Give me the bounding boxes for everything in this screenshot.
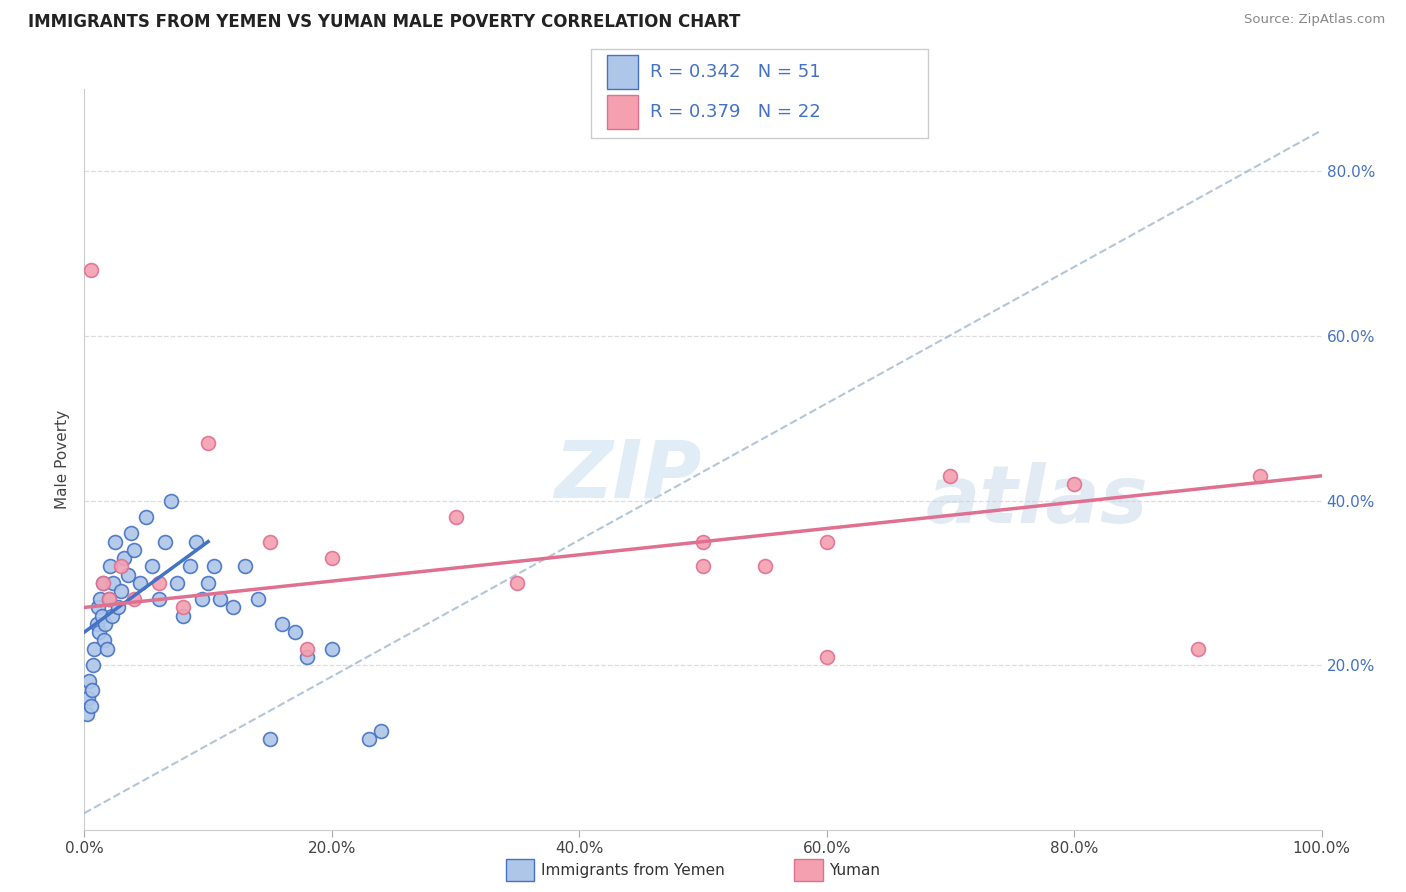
Point	[148, 575, 170, 590]
Point	[83, 641, 105, 656]
Point	[79, 263, 101, 277]
Point	[815, 649, 838, 664]
Point	[91, 575, 114, 590]
Text: atlas: atlas	[925, 461, 1149, 540]
Point	[91, 575, 114, 590]
Point	[98, 592, 121, 607]
Point	[506, 575, 529, 590]
Point	[117, 567, 139, 582]
Point	[110, 584, 132, 599]
Point	[100, 608, 122, 623]
Point	[89, 592, 111, 607]
Point	[107, 600, 129, 615]
Text: Yuman: Yuman	[830, 863, 880, 878]
Point	[259, 732, 281, 747]
Point	[101, 575, 124, 590]
Point	[209, 592, 232, 607]
Point	[110, 559, 132, 574]
Point	[202, 559, 225, 574]
Point	[76, 707, 98, 722]
Text: R = 0.379   N = 22: R = 0.379 N = 22	[650, 103, 820, 121]
Point	[122, 592, 145, 607]
Point	[222, 600, 245, 615]
Point	[939, 468, 962, 483]
Point	[179, 559, 201, 574]
Point	[1063, 477, 1085, 491]
Point	[271, 616, 294, 631]
Point	[79, 699, 101, 714]
Point	[259, 534, 281, 549]
Point	[122, 542, 145, 557]
Point	[86, 616, 108, 631]
Point	[357, 732, 380, 747]
Point	[79, 674, 101, 689]
Point	[135, 510, 157, 524]
Point	[246, 592, 269, 607]
Point	[172, 600, 194, 615]
Point	[148, 592, 170, 607]
Point	[112, 551, 135, 566]
Point	[284, 625, 307, 640]
Point	[191, 592, 214, 607]
Point	[77, 690, 100, 705]
Point	[80, 682, 103, 697]
Point	[104, 534, 127, 549]
Point	[98, 559, 121, 574]
Point	[98, 592, 121, 607]
Text: ZIP: ZIP	[554, 437, 702, 515]
Point	[141, 559, 163, 574]
Text: R = 0.342   N = 51: R = 0.342 N = 51	[650, 63, 820, 81]
Y-axis label: Male Poverty: Male Poverty	[55, 409, 70, 509]
Point	[321, 641, 343, 656]
Point	[321, 551, 343, 566]
Point	[197, 436, 219, 450]
Point	[93, 633, 115, 648]
Point	[370, 723, 392, 738]
Point	[129, 575, 152, 590]
Point	[692, 559, 714, 574]
Point	[815, 534, 838, 549]
Point	[172, 608, 194, 623]
Point	[295, 641, 318, 656]
Point	[89, 625, 111, 640]
Point	[233, 559, 256, 574]
Point	[96, 641, 118, 656]
Point	[166, 575, 188, 590]
Point	[90, 608, 112, 623]
Text: Source: ZipAtlas.com: Source: ZipAtlas.com	[1244, 13, 1385, 27]
Point	[444, 510, 467, 524]
Point	[197, 575, 219, 590]
Text: Immigrants from Yemen: Immigrants from Yemen	[541, 863, 725, 878]
Point	[82, 658, 104, 673]
Text: IMMIGRANTS FROM YEMEN VS YUMAN MALE POVERTY CORRELATION CHART: IMMIGRANTS FROM YEMEN VS YUMAN MALE POVE…	[28, 13, 741, 31]
Point	[94, 616, 117, 631]
Point	[754, 559, 776, 574]
Point	[160, 493, 183, 508]
Point	[184, 534, 207, 549]
Point	[120, 526, 142, 541]
Point	[295, 649, 318, 664]
Point	[692, 534, 714, 549]
Point	[87, 600, 110, 615]
Point	[153, 534, 176, 549]
Point	[1187, 641, 1209, 656]
Point	[1249, 468, 1271, 483]
